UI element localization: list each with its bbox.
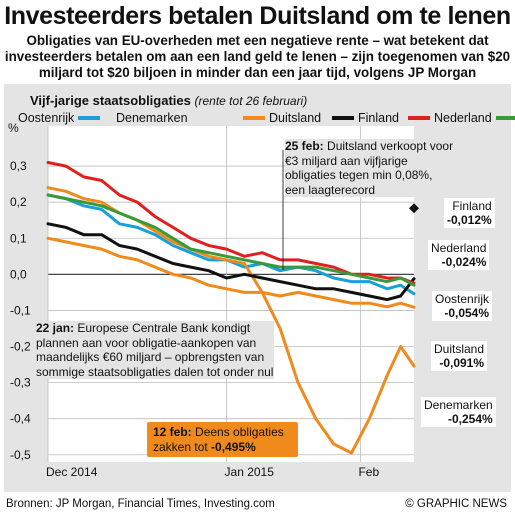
endlabel-denemarken: Denemarken -0,254%	[421, 397, 496, 427]
endlabel-finland-value: -0,012%	[447, 213, 492, 227]
series-line-denemarken	[46, 186, 416, 455]
annotation-feb12: 12 feb: Deens obligaties zakken tot -0,4…	[147, 422, 298, 457]
endlabel-oostenrijk-value: -0,054%	[444, 306, 490, 320]
legend-nederland: Nederland	[408, 111, 515, 125]
endlabel-nederland-value: -0,024%	[441, 255, 487, 269]
legend-finland-swatch	[332, 116, 354, 120]
legend-duitsland-swatch	[243, 116, 265, 120]
feb25-marker	[409, 203, 419, 214]
y-tick-label: -0,4	[10, 412, 31, 426]
annotation-feb25: 25 feb: Duitsland verkoopt voor €3 milja…	[285, 139, 455, 197]
chart-title: Vijf-jarige staatsobligaties (rente tot …	[30, 93, 307, 108]
y-axis-unit: %	[8, 121, 19, 135]
chart-title-note: (rente tot 26 februari)	[194, 94, 308, 108]
series-line-groen	[46, 193, 416, 287]
x-tick-label: Feb	[358, 465, 379, 479]
annotation-jan22-text: Europese Centrale Bank kondigt plannen a…	[36, 321, 274, 379]
annotation-feb12-date: 12 feb:	[153, 425, 192, 439]
endlabel-finland-name: Finland	[452, 199, 492, 213]
legend-duitsland: Duitsland	[243, 111, 321, 125]
series-line-oostenrijk	[46, 193, 416, 296]
legend-duitsland-label: Duitsland	[269, 111, 322, 125]
annotation-feb12-value: -0,495%	[211, 439, 256, 454]
annotation-feb25-date: 25 feb:	[285, 139, 324, 153]
annotation-jan22: 22 jan: Europese Centrale Bank kondigt p…	[36, 321, 274, 379]
y-tick-label: 0,1	[10, 231, 27, 245]
y-tick-label: -0,2	[10, 340, 31, 354]
endlabel-denemarken-name: Denemarken	[424, 398, 493, 412]
y-tick-label: -0,3	[10, 376, 31, 390]
annotation-jan22-date: 22 jan:	[36, 321, 75, 335]
footer-sources: Bronnen: JP Morgan, Financial Times, Inv…	[6, 498, 275, 510]
legend-oostenrijk: Oostenrijk	[18, 111, 101, 125]
endlabel-duitsland-value: -0,091%	[439, 356, 485, 370]
legend-denemarken: Denemarken	[116, 111, 188, 125]
x-tick-label: Dec 2014	[46, 465, 98, 479]
endlabel-denemarken-value: -0,254%	[448, 412, 493, 426]
legend-oostenrijk-label: Oostenrijk	[18, 111, 75, 125]
endlabel-nederland-name: Nederland	[431, 241, 487, 255]
legend-oostenrijk-swatch	[78, 116, 101, 120]
legend-nederland-swatch	[408, 116, 430, 120]
y-tick-label: -0,1	[10, 303, 31, 317]
endlabel-duitsland: Duitsland -0,091%	[431, 341, 488, 371]
endlabel-duitsland-name: Duitsland	[434, 342, 485, 356]
series-line-duitsland	[46, 236, 416, 309]
page-subtitle: Obligaties van EU-overheden met een nega…	[4, 33, 511, 80]
y-tick-label: 0,2	[10, 195, 27, 209]
endlabel-oostenrijk: Oostenrijk -0,054%	[432, 291, 493, 321]
annotation-feb25-text: Duitsland verkoopt voor €3 miljard aan v…	[285, 139, 454, 197]
annotation-feb12-text: Deens obligaties zakken tot	[153, 425, 284, 454]
legend-denemarken-label: Denemarken	[116, 111, 188, 125]
endlabel-oostenrijk-name: Oostenrijk	[435, 292, 490, 306]
chart-title-main: Vijf-jarige staatsobligaties	[30, 93, 191, 108]
legend-finland: Finland	[332, 111, 399, 125]
series-line-nederland	[46, 161, 416, 285]
legend-nederland-label: Nederland	[434, 111, 492, 125]
y-tick-label: -0,5	[10, 448, 31, 462]
legend-finland-label: Finland	[358, 111, 399, 125]
y-tick-label: 0,0	[10, 267, 27, 281]
y-tick-label: 0,3	[10, 159, 27, 173]
page-title: Investeerders betalen Duitsland om te le…	[4, 2, 511, 30]
legend-green-swatch	[495, 116, 515, 120]
endlabel-nederland: Nederland -0,024%	[428, 240, 490, 270]
x-tick-label: Jan 2015	[225, 465, 275, 479]
series-line-finland	[46, 222, 416, 302]
endlabel-finland: Finland -0,012%	[444, 198, 495, 228]
footer-credit: © GRAPHIC NEWS	[405, 498, 507, 510]
